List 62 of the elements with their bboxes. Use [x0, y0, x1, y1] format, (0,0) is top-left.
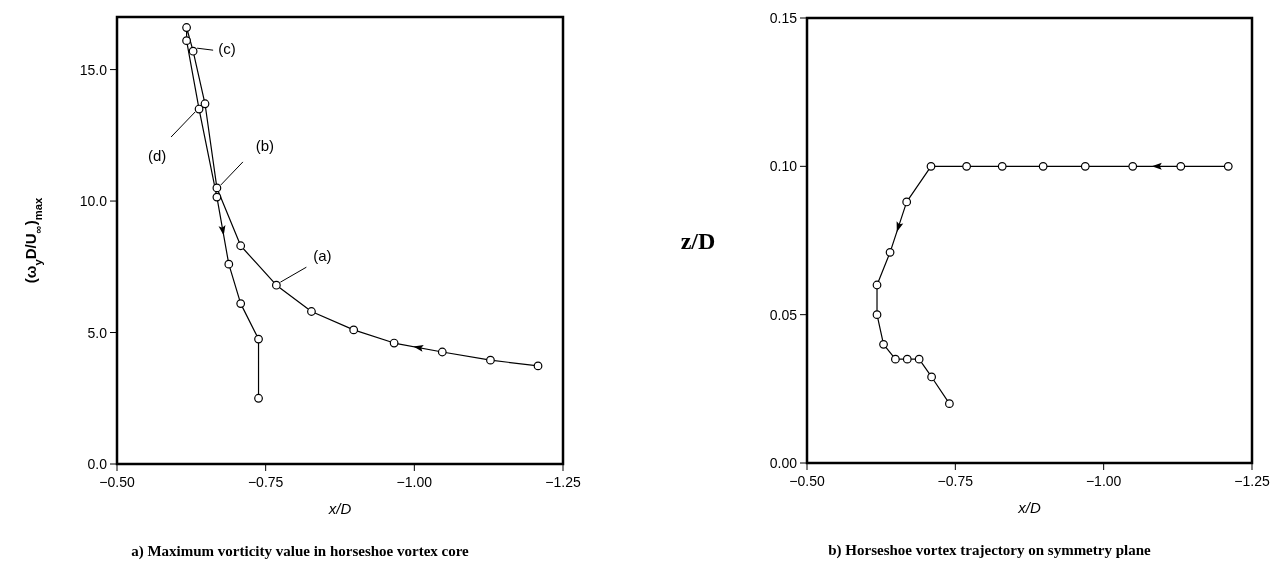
point: [1176, 161, 1186, 171]
x-tick-label: −0.75: [247, 474, 284, 490]
x-axis-title: x/D: [327, 500, 352, 517]
point: [533, 361, 543, 371]
point: [926, 161, 936, 171]
y-tick-label: 0.10: [769, 158, 798, 175]
point: [212, 183, 222, 193]
annotation: (d): [147, 147, 167, 165]
point: [200, 99, 210, 109]
point: [224, 259, 234, 269]
point: [914, 354, 924, 364]
x-tick-label: −1.00: [1085, 473, 1122, 489]
point: [271, 280, 281, 290]
y-axis-title: z/D: [680, 227, 716, 254]
x-tick-label: −1.25: [1234, 473, 1270, 489]
point: [212, 192, 222, 202]
point: [872, 310, 882, 320]
point: [254, 334, 263, 344]
point: [437, 347, 447, 357]
point: [236, 241, 246, 251]
point: [891, 354, 900, 364]
y-tick-label: 0.00: [769, 455, 798, 471]
y-tick-label: 10.0: [79, 193, 108, 210]
point: [182, 23, 191, 32]
x-tick-label: −1.00: [396, 474, 433, 490]
x-tick-label: −0.50: [789, 473, 825, 489]
point: [254, 393, 263, 403]
y-tick-label: 0.0: [87, 456, 108, 472]
point: [486, 355, 495, 365]
point: [1223, 161, 1233, 171]
point: [927, 372, 936, 382]
point: [188, 46, 198, 56]
y-tick-label: 5.0: [87, 324, 108, 341]
point: [902, 197, 912, 207]
y-tick-label: 0.05: [769, 306, 798, 323]
annotation: (a): [313, 247, 332, 265]
annotation: (b): [255, 136, 275, 154]
point: [349, 325, 359, 335]
x-tick-label: −0.75: [937, 473, 974, 489]
point: [1080, 161, 1090, 171]
point: [872, 280, 882, 290]
point: [902, 354, 912, 364]
point: [1128, 161, 1138, 171]
point: [885, 247, 895, 257]
point: [879, 339, 888, 349]
x-tick-label: −0.50: [99, 474, 135, 490]
point: [236, 299, 246, 309]
point: [194, 104, 204, 114]
text: b) Horseshoe vortex trajectory on symmetry plane: [828, 542, 1152, 559]
point: [945, 399, 954, 409]
x-axis-title: x/D: [1017, 499, 1041, 516]
annotation: (c): [218, 40, 236, 58]
point: [389, 338, 399, 348]
point: [997, 161, 1007, 171]
point: [182, 36, 191, 46]
point: [1038, 161, 1048, 171]
point: [962, 161, 972, 171]
y-tick-label: 15.0: [79, 61, 108, 78]
text: a) Maximum vorticity value in horseshoe vortex core: [131, 543, 470, 560]
point: [307, 307, 316, 316]
y-tick-label: 0.15: [769, 10, 798, 26]
x-tick-label: −1.25: [545, 474, 581, 490]
